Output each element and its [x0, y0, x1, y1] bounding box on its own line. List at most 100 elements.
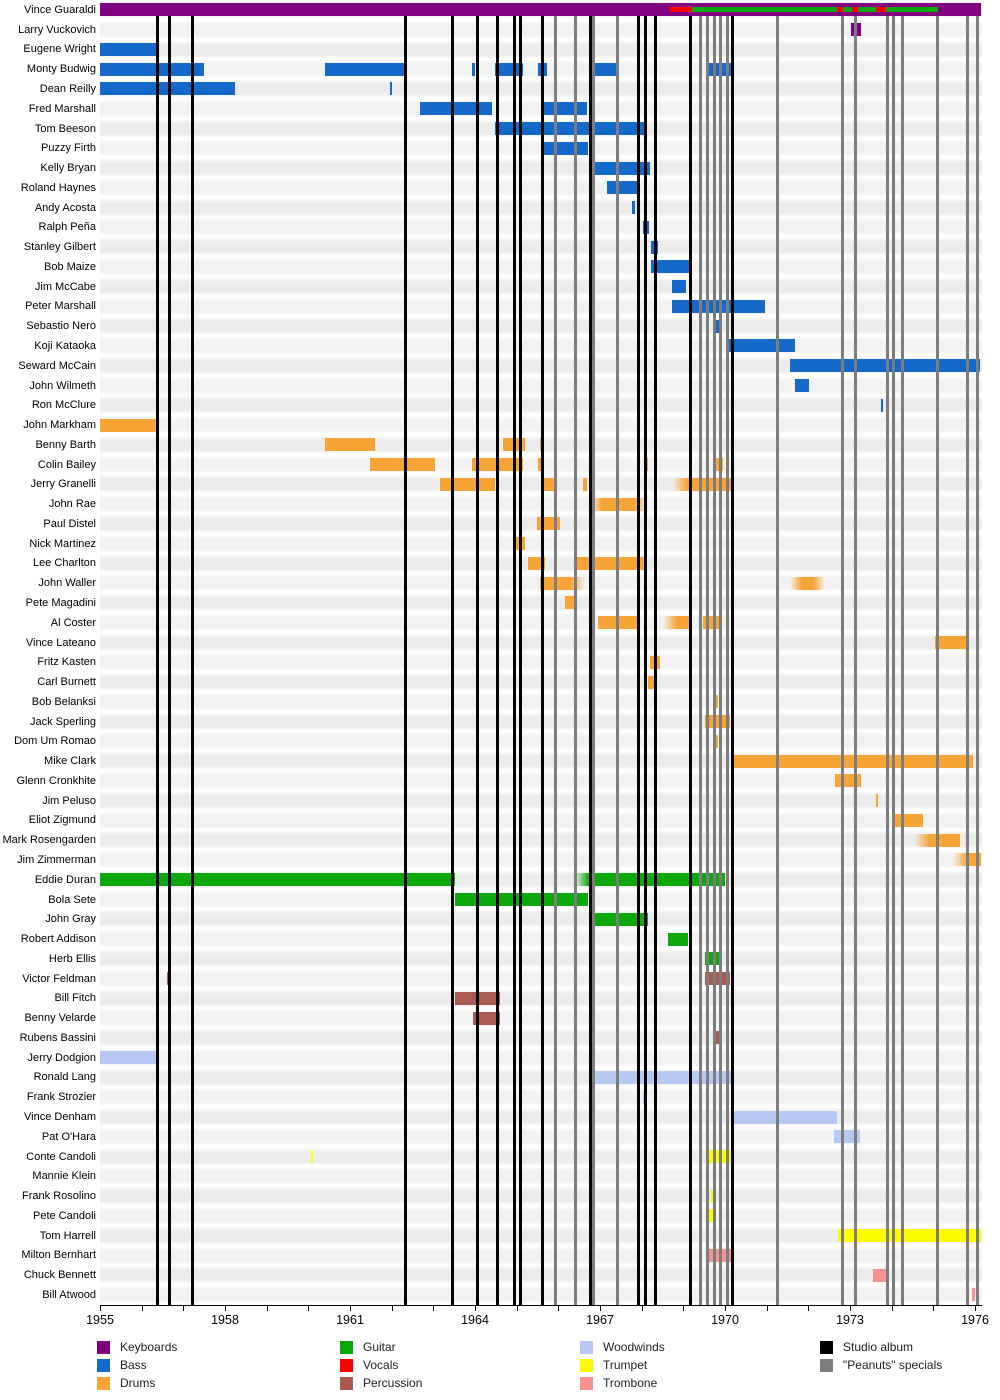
- peanuts-special-line: [705, 16, 709, 1305]
- row-label: Peter Marshall: [25, 300, 96, 313]
- row-label: Dom Um Romao: [14, 735, 96, 748]
- row-label: Glenn Cronkhite: [16, 774, 97, 787]
- axis-tick: [141, 1305, 143, 1311]
- row-stripe: [100, 375, 982, 396]
- row-stripe: [100, 790, 982, 811]
- timeline-bar: [790, 576, 825, 590]
- timeline-bar: [705, 715, 730, 729]
- timeline-bar: [420, 102, 493, 116]
- timeline-bar: [705, 972, 730, 986]
- timeline-bar: [537, 458, 541, 472]
- studio-album-line: [403, 16, 407, 1305]
- row-label: Seward McCain: [18, 359, 96, 372]
- legend-swatch-bass: [97, 1359, 110, 1372]
- timeline-bar: [537, 62, 541, 76]
- axis-label: 1964: [461, 1313, 489, 1327]
- axis-tick: [766, 1305, 768, 1311]
- row-label: Puzzy Firth: [40, 142, 96, 155]
- timeline-bar: [650, 260, 691, 274]
- row-label: Jerry Dodgion: [27, 1051, 96, 1064]
- axis-tick: [350, 1305, 351, 1311]
- timeline-bar-overlay: [836, 7, 843, 13]
- row-label: Ralph Peña: [38, 221, 97, 234]
- axis-tick: [933, 1305, 935, 1311]
- timeline-bar: [672, 477, 733, 491]
- timeline-bar: [540, 141, 588, 155]
- axis-label: 1958: [211, 1313, 239, 1327]
- row-stripe: [100, 1087, 982, 1108]
- row-label: Pat O'Hara: [41, 1130, 96, 1143]
- row-label: Eliot Zigmund: [28, 814, 96, 827]
- row-label: Milton Bernhart: [21, 1249, 96, 1262]
- row-label: John Gray: [45, 913, 96, 926]
- timeline-bar: [662, 616, 690, 630]
- row-label: Victor Feldman: [22, 972, 96, 985]
- row-stripe: [100, 1126, 982, 1147]
- timeline-bar: [709, 1209, 716, 1223]
- peanuts-special-line: [712, 16, 716, 1305]
- row-stripe: [100, 1225, 982, 1246]
- row-label: Ron McClure: [31, 399, 96, 412]
- row-label: Ronald Lang: [33, 1071, 96, 1084]
- row-label: Jim Peluso: [42, 794, 96, 807]
- legend-swatch-trombone: [580, 1377, 593, 1390]
- row-label: Paul Distel: [43, 517, 96, 530]
- peanuts-special-line: [615, 16, 619, 1305]
- timeline-bar: [472, 62, 475, 76]
- timeline-bar-overlay: [670, 7, 692, 13]
- row-label: Frank Rosolino: [22, 1190, 96, 1203]
- axis-tick: [266, 1305, 268, 1311]
- timeline-bar: [892, 813, 923, 827]
- timeline-bar: [712, 1031, 723, 1045]
- row-stripe: [100, 988, 982, 1009]
- legend-swatch-trumpet: [580, 1359, 593, 1372]
- studio-album-line: [190, 16, 194, 1305]
- peanuts-special-line: [965, 16, 969, 1305]
- row-label: John Rae: [48, 498, 96, 511]
- timeline-bar: [100, 3, 981, 17]
- axis-tick: [975, 1305, 976, 1311]
- row-stripe: [100, 533, 982, 554]
- row-stripe: [100, 632, 982, 653]
- timeline-bar: [714, 734, 719, 748]
- row-label: Dean Reilly: [39, 82, 96, 95]
- timeline-bar: [632, 201, 635, 215]
- row-stripe: [100, 612, 982, 633]
- timeline-bar: [880, 398, 883, 412]
- row-label: Mike Clark: [44, 755, 96, 768]
- row-stripe: [100, 1205, 982, 1226]
- row-stripe: [100, 98, 982, 119]
- timeline-bar: [590, 161, 650, 175]
- row-stripe: [100, 810, 982, 831]
- axis-label: 1973: [836, 1313, 864, 1327]
- timeline-bar: [727, 339, 795, 353]
- row-label: Koji Kataoka: [34, 339, 96, 352]
- row-label: Bola Sete: [48, 893, 96, 906]
- studio-album-line: [450, 16, 454, 1305]
- axis-tick: [850, 1305, 851, 1311]
- row-stripe: [100, 850, 982, 870]
- studio-album-line: [518, 16, 522, 1305]
- timeline-bar: [837, 1229, 981, 1243]
- row-label: Monty Budwig: [26, 63, 96, 76]
- peanuts-special-line: [573, 16, 577, 1305]
- legend-label: Trombone: [603, 1376, 658, 1390]
- row-stripe: [100, 929, 982, 949]
- timeline-bar: [607, 181, 638, 195]
- row-stripe: [100, 948, 982, 969]
- timeline-bar: [590, 912, 648, 926]
- studio-album-line: [155, 16, 159, 1305]
- peanuts-special-line: [725, 16, 729, 1305]
- timeline-bar: [715, 695, 719, 709]
- timeline-bar: [835, 774, 861, 788]
- row-label: Robert Addison: [20, 933, 96, 946]
- axis-tick: [600, 1305, 601, 1311]
- row-stripe: [100, 1166, 982, 1187]
- row-label: Pete Candoli: [33, 1209, 96, 1222]
- row-label: Al Coster: [50, 616, 96, 629]
- row-stripe: [100, 316, 982, 337]
- legend-swatch-vocals: [340, 1359, 353, 1372]
- timeline-bar: [590, 62, 618, 76]
- row-label: Roland Haynes: [20, 181, 96, 194]
